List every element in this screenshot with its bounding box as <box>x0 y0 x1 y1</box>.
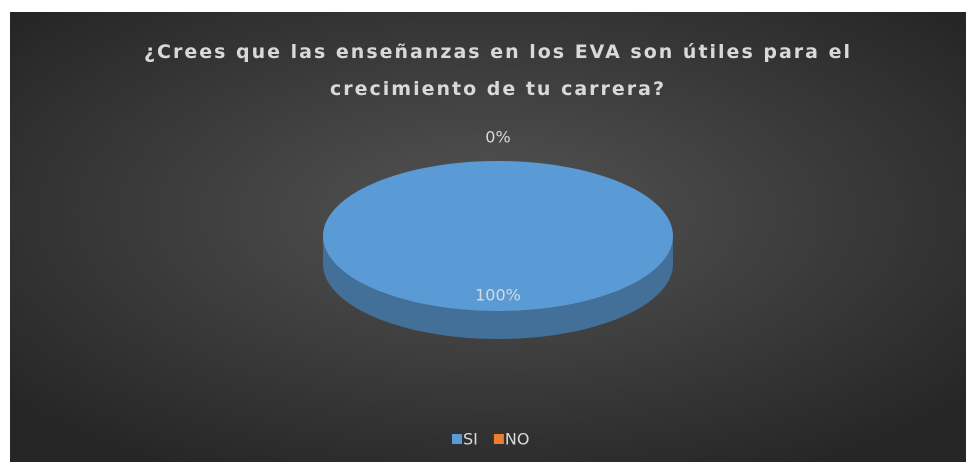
pie-slice <box>323 161 673 311</box>
legend-swatch <box>493 434 504 444</box>
legend-label: SI <box>463 430 478 449</box>
pie-slice-side <box>323 236 673 339</box>
data-label: 0% <box>485 128 510 147</box>
data-label: 100% <box>475 286 521 305</box>
legend-label: NO <box>505 430 530 449</box>
chart-title: ¿Crees que las enseñanzas en los EVA son… <box>143 41 852 100</box>
legend-swatch <box>452 434 462 444</box>
